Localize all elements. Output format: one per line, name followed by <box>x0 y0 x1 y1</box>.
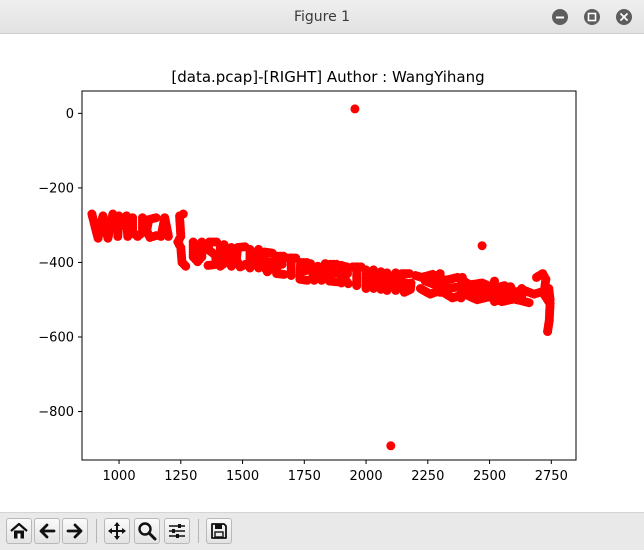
x-tick-label: 1250 <box>164 469 197 484</box>
zoom-icon <box>138 522 157 541</box>
close-button[interactable] <box>616 9 632 25</box>
save-button[interactable] <box>206 518 232 544</box>
scatter-point <box>197 237 207 247</box>
axes-frame <box>81 90 577 461</box>
scatter-point <box>517 284 527 293</box>
title-bar[interactable]: Figure 1 <box>0 0 644 34</box>
scatter-point <box>203 260 213 270</box>
configure-subplots-button[interactable] <box>164 518 190 544</box>
scatter-point <box>215 241 225 251</box>
home-icon <box>10 522 28 539</box>
navigation-toolbar <box>0 512 644 550</box>
scatter-plot: [data.pcap]-[RIGHT] Author : WangYihang … <box>38 68 577 484</box>
chart-title: [data.pcap]-[RIGHT] Author : WangYihang <box>171 68 484 86</box>
back-arrow-icon <box>39 523 56 539</box>
x-tick-label: 2000 <box>350 469 383 484</box>
scatter-point <box>361 284 371 293</box>
scatter-point <box>477 241 487 251</box>
x-tick-label: 1500 <box>226 469 259 484</box>
scatter-point <box>369 284 378 293</box>
x-tick-label: 1750 <box>288 469 321 484</box>
pan-icon <box>108 522 126 540</box>
toolbar-separator <box>96 519 97 543</box>
forward-arrow-icon <box>66 523 83 539</box>
zoom-button[interactable] <box>134 518 160 544</box>
window-title: Figure 1 <box>293 9 351 25</box>
scatter-point <box>352 281 362 291</box>
scatter-point <box>524 298 534 308</box>
forward-button[interactable] <box>62 518 88 544</box>
scatter-point <box>279 269 289 279</box>
scatter-point <box>181 261 191 271</box>
scatter-point <box>286 271 296 280</box>
scatter-point <box>386 441 396 451</box>
scatter-point <box>435 287 445 297</box>
y-tick-label: 0 <box>66 107 74 122</box>
x-tick-label: 2500 <box>473 469 506 484</box>
scatter-point <box>456 293 466 303</box>
maximize-icon <box>587 12 597 22</box>
scatter-point <box>402 278 412 288</box>
minimize-icon <box>556 16 564 19</box>
save-icon <box>211 523 227 539</box>
scatter-point <box>543 326 553 336</box>
figure-canvas[interactable]: [data.pcap]-[RIGHT] Author : WangYihang … <box>0 34 644 512</box>
scatter-point <box>343 279 353 289</box>
y-tick-label: −200 <box>38 181 74 196</box>
y-tick-label: −800 <box>38 405 74 420</box>
configure-subplots-icon <box>169 524 185 538</box>
scatter-point <box>490 297 499 307</box>
x-tick-label: 2250 <box>411 469 444 484</box>
home-button[interactable] <box>6 518 32 544</box>
back-button[interactable] <box>34 518 60 544</box>
scatter-point <box>163 231 173 241</box>
x-tick-label: 2750 <box>535 469 568 484</box>
minimize-button[interactable] <box>552 9 568 25</box>
y-tick-label: −600 <box>38 331 74 346</box>
scatter-point <box>264 257 274 267</box>
scatter-point <box>350 104 360 114</box>
maximize-button[interactable] <box>584 9 600 25</box>
x-tick-label: 1000 <box>103 469 136 484</box>
scatter-point <box>277 259 287 269</box>
data-layer <box>87 104 555 451</box>
pan-button[interactable] <box>104 518 130 544</box>
close-icon <box>620 13 628 21</box>
toolbar-separator <box>198 519 199 543</box>
y-tick-label: −400 <box>38 256 74 271</box>
axis-ticks: 1000 1250 1500 1750 2000 2250 2500 2750 0 −200 −40… <box>38 107 568 484</box>
